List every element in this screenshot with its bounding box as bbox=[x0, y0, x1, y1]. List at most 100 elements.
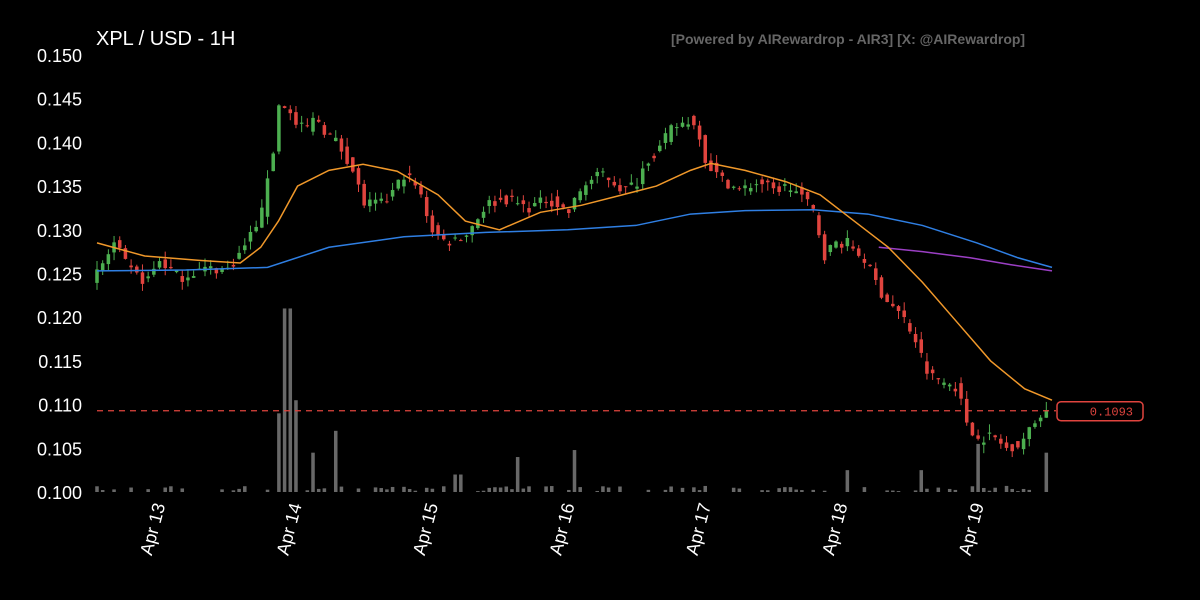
volume-bar bbox=[527, 486, 531, 492]
volume-bar bbox=[970, 486, 975, 492]
candle-body bbox=[208, 266, 213, 269]
volume-bar bbox=[487, 487, 491, 492]
volume-bar bbox=[265, 489, 270, 492]
candle-body bbox=[521, 200, 526, 205]
volume-bar bbox=[947, 488, 952, 492]
candle-body bbox=[669, 125, 673, 142]
candle-body bbox=[766, 180, 770, 183]
candle-body bbox=[379, 198, 383, 201]
volume-bar bbox=[913, 490, 918, 492]
volume-bar bbox=[146, 489, 150, 492]
candle-body bbox=[760, 179, 764, 185]
volume-bar bbox=[788, 487, 793, 492]
volume-bar bbox=[180, 488, 185, 492]
candle-body bbox=[942, 382, 946, 385]
volume-bar bbox=[282, 308, 287, 492]
candle-body bbox=[1038, 417, 1043, 422]
candle-body bbox=[470, 226, 474, 236]
candle-body bbox=[362, 183, 366, 206]
candle-body bbox=[214, 268, 219, 274]
candle-body bbox=[561, 204, 565, 208]
candle-body bbox=[191, 276, 196, 278]
candle-body bbox=[436, 225, 440, 235]
candle-body bbox=[237, 252, 241, 259]
candle-body bbox=[589, 179, 594, 184]
volume-bar bbox=[925, 488, 929, 492]
candle-body bbox=[1004, 442, 1009, 448]
volume-bar bbox=[402, 486, 406, 492]
volume-bar bbox=[339, 486, 344, 492]
volume-bar bbox=[407, 488, 412, 492]
volume-bar bbox=[993, 487, 997, 492]
candle-body bbox=[845, 237, 850, 247]
candle-body bbox=[413, 181, 418, 186]
candle-body bbox=[180, 276, 185, 282]
volume-bar bbox=[390, 486, 395, 492]
candle-body bbox=[822, 234, 827, 261]
y-tick-label: 0.135 bbox=[37, 177, 82, 197]
volume-bar bbox=[646, 489, 651, 492]
volume-bar bbox=[95, 486, 99, 492]
chart-title: XPL / USD - 1H bbox=[96, 28, 236, 50]
candle-body bbox=[572, 197, 577, 210]
candle-body bbox=[407, 173, 412, 176]
volume-bar bbox=[549, 486, 554, 492]
candle-body bbox=[925, 361, 929, 374]
volume-bar bbox=[441, 486, 446, 492]
candle-body bbox=[481, 211, 486, 218]
candle-body bbox=[328, 133, 332, 135]
candle-body bbox=[1027, 427, 1032, 440]
candle-body bbox=[692, 115, 696, 126]
candle-body bbox=[453, 237, 457, 239]
candle-body bbox=[629, 182, 634, 185]
x-tick-label: Apr 18 bbox=[818, 501, 851, 557]
volume-bar bbox=[618, 486, 622, 492]
candle-body bbox=[345, 146, 349, 164]
volume-bar bbox=[237, 488, 241, 492]
candle-body bbox=[874, 268, 878, 280]
candle-body bbox=[549, 200, 554, 207]
candle-body bbox=[402, 179, 406, 187]
candle-body bbox=[385, 201, 389, 203]
candle-body bbox=[658, 145, 662, 152]
candle-body bbox=[493, 201, 497, 206]
candle-body bbox=[680, 122, 685, 127]
credit-text: [Powered by AIRewardrop - AIR3] [X: @AIR… bbox=[671, 31, 1026, 47]
candle-body bbox=[930, 369, 935, 374]
volume-bar bbox=[385, 489, 389, 492]
volume-bar bbox=[100, 490, 105, 492]
candle-body bbox=[254, 226, 258, 232]
candle-body bbox=[720, 172, 725, 176]
volume-bar bbox=[333, 430, 338, 492]
candle-body bbox=[441, 234, 446, 240]
candle-body bbox=[777, 186, 781, 192]
volume-bar bbox=[1027, 489, 1032, 492]
candle-body bbox=[288, 109, 293, 114]
candle-body bbox=[993, 435, 997, 438]
volume-bar bbox=[692, 487, 696, 492]
candle-body bbox=[248, 231, 253, 242]
candle-body bbox=[646, 163, 651, 166]
volume-bar bbox=[601, 486, 605, 492]
candle-body bbox=[703, 135, 708, 163]
candle-body bbox=[862, 259, 867, 263]
candle-body bbox=[714, 162, 719, 173]
volume-bar bbox=[936, 487, 941, 492]
candle-body bbox=[231, 264, 236, 267]
y-tick-label: 0.110 bbox=[38, 396, 82, 416]
volume-bar bbox=[356, 488, 361, 492]
volume-bar bbox=[982, 487, 986, 492]
candle-body bbox=[356, 168, 361, 185]
candle-body bbox=[623, 186, 628, 188]
volume-bar bbox=[572, 450, 577, 492]
x-tick-label: Apr 17 bbox=[682, 501, 715, 557]
candle-body bbox=[311, 117, 315, 132]
candle-body bbox=[612, 181, 617, 186]
volume-bar bbox=[800, 490, 804, 492]
candle-body bbox=[169, 266, 173, 269]
candle-body bbox=[919, 339, 924, 353]
volume-bar bbox=[777, 488, 781, 492]
y-tick-label: 0.145 bbox=[37, 90, 82, 110]
volume-bar bbox=[504, 486, 509, 492]
